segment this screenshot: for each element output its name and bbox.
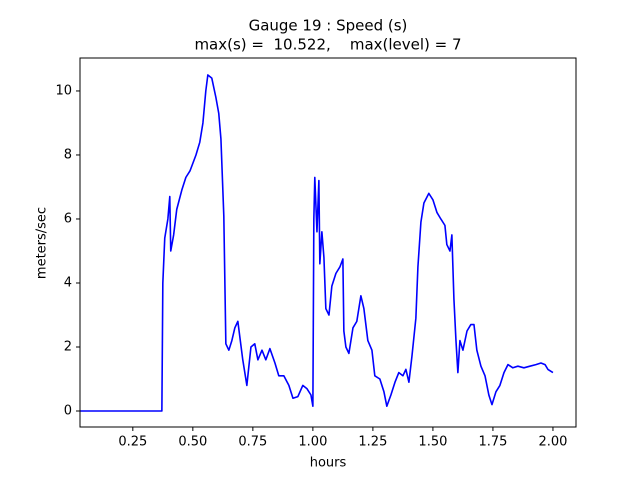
y-tick-label: 2 (64, 339, 72, 354)
data-line (79, 74, 554, 412)
x-tick-label: 0.50 (178, 435, 207, 450)
x-tick-label: 2.00 (538, 435, 567, 450)
y-tick-label: 6 (64, 211, 72, 226)
x-tick-label: 0.75 (238, 435, 267, 450)
y-tick-label: 8 (64, 147, 72, 162)
x-tick-label: 1.50 (418, 435, 447, 450)
x-axis-label: hours (310, 456, 347, 471)
y-tick-label: 4 (64, 275, 72, 290)
chart-title: Gauge 19 : Speed (s) (249, 17, 408, 35)
y-tick-label: 10 (55, 83, 72, 98)
y-axis-label: meters/sec (35, 207, 50, 279)
x-tick-label: 1.25 (358, 435, 387, 450)
chart-subtitle: max(s) = 10.522, max(level) = 7 (194, 36, 461, 54)
x-tick-label: 1.00 (298, 435, 327, 450)
y-tick-label: 0 (64, 403, 72, 418)
plot-frame (79, 57, 577, 428)
x-tick-label: 1.75 (478, 435, 507, 450)
x-tick-label: 0.25 (118, 435, 147, 450)
